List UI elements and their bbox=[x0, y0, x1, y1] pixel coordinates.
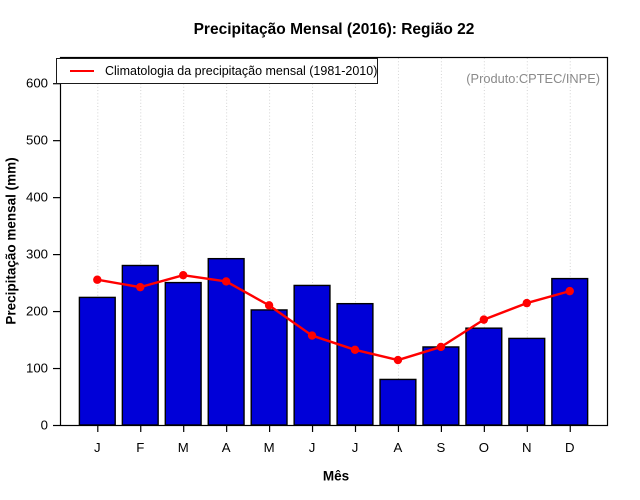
climatology-point bbox=[393, 355, 403, 365]
y-tick-label: 200 bbox=[26, 304, 48, 319]
legend-line-sample bbox=[70, 70, 94, 72]
legend: Climatologia da precipitação mensal (198… bbox=[56, 58, 378, 84]
y-tick-label: 300 bbox=[26, 247, 48, 262]
bar bbox=[293, 284, 331, 426]
x-tick-label: M bbox=[178, 440, 189, 455]
climatology-point bbox=[307, 331, 317, 340]
climatology-point bbox=[522, 298, 531, 308]
bar bbox=[508, 337, 546, 426]
climatology-point bbox=[179, 270, 188, 280]
x-tick-label: M bbox=[264, 440, 275, 455]
plot-box bbox=[59, 56, 609, 427]
x-tick-label: S bbox=[437, 440, 446, 455]
climatology-point bbox=[350, 345, 360, 355]
bar bbox=[164, 281, 202, 426]
y-axis-label: Precipitação mensal (mm) bbox=[3, 157, 19, 325]
bar bbox=[551, 277, 589, 426]
y-tick-label: 400 bbox=[26, 190, 48, 205]
bar bbox=[207, 257, 245, 426]
y-tick-label: 600 bbox=[26, 76, 48, 91]
bar bbox=[121, 264, 159, 426]
bar bbox=[250, 309, 288, 426]
x-axis-label: Mês bbox=[322, 468, 350, 484]
climatology-line bbox=[96, 273, 571, 362]
bar bbox=[422, 346, 460, 426]
x-tick-label: D bbox=[565, 440, 575, 455]
x-tick-label: O bbox=[479, 440, 489, 455]
bar bbox=[379, 378, 417, 426]
climatology-point bbox=[264, 301, 274, 310]
x-tick-label: J bbox=[94, 440, 101, 455]
climatology-point bbox=[93, 275, 102, 284]
chart-title: Precipitação Mensal (2016): Região 22 bbox=[193, 21, 475, 38]
legend-label: Climatologia da precipitação mensal (198… bbox=[105, 64, 378, 78]
bar bbox=[336, 302, 374, 426]
x-tick-label: A bbox=[222, 440, 231, 455]
x-tick-label: N bbox=[522, 440, 532, 455]
climatology-point bbox=[479, 315, 489, 324]
x-tick-label: J bbox=[352, 440, 359, 455]
bar bbox=[78, 296, 116, 426]
x-tick-label: A bbox=[394, 440, 403, 455]
x-tick-label: F bbox=[136, 440, 144, 455]
watermark-text: (Produto:CPTEC/INPE) bbox=[466, 71, 600, 86]
climatology-point bbox=[436, 342, 446, 352]
climatology-point bbox=[565, 286, 574, 296]
bar bbox=[465, 327, 503, 426]
x-tick-label: J bbox=[309, 440, 316, 455]
y-tick-label: 500 bbox=[26, 133, 48, 148]
climatology-point bbox=[221, 277, 231, 286]
y-tick-label: 100 bbox=[26, 361, 48, 376]
climatology-point bbox=[136, 282, 145, 292]
y-tick-label: 0 bbox=[41, 418, 48, 433]
